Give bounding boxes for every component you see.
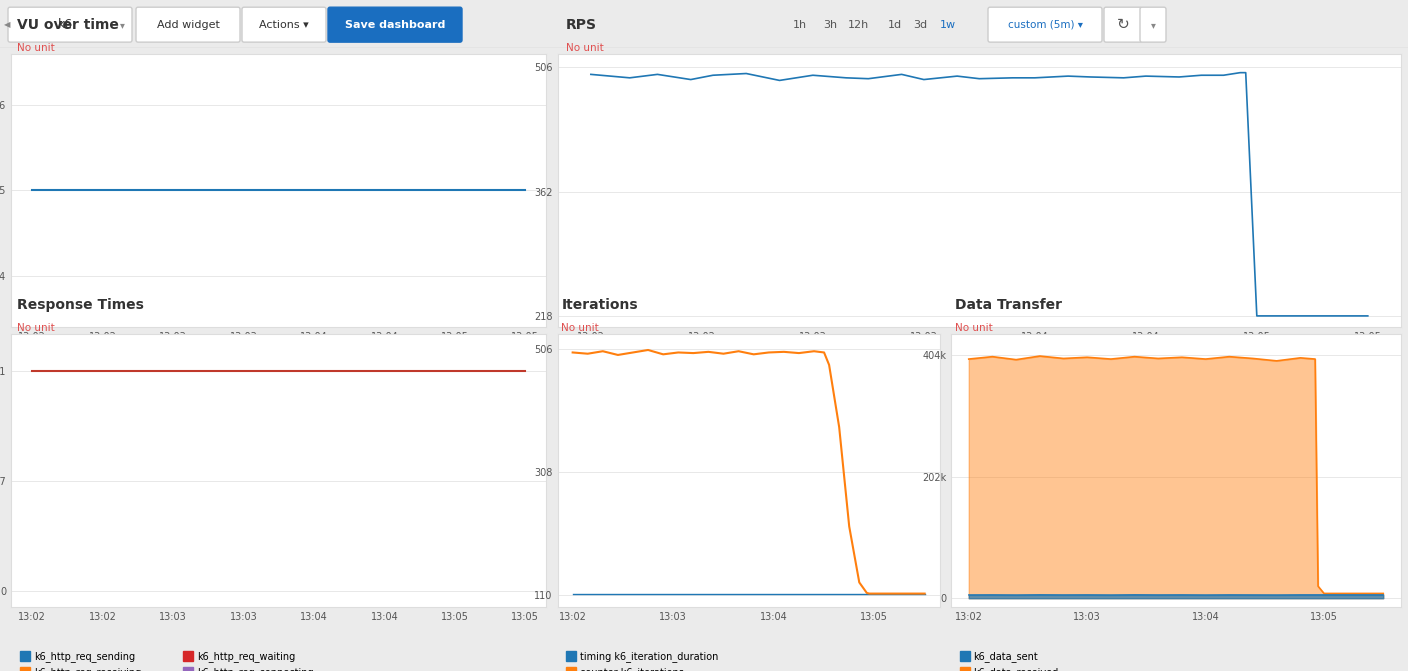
FancyBboxPatch shape [328, 7, 462, 42]
Text: No unit: No unit [956, 323, 993, 333]
Text: k6: k6 [58, 18, 73, 31]
Text: No unit: No unit [17, 43, 55, 53]
Text: Add widget: Add widget [156, 19, 220, 30]
Text: No unit: No unit [566, 43, 604, 53]
Text: ◀: ◀ [4, 20, 10, 29]
Text: 1d: 1d [888, 19, 903, 30]
Legend: timing k6_iteration_duration, counter k6_iterations: timing k6_iteration_duration, counter k6… [562, 648, 722, 671]
FancyBboxPatch shape [1104, 7, 1142, 42]
Legend: k6_http_reqs: k6_http_reqs [563, 368, 658, 387]
Text: 3d: 3d [912, 19, 926, 30]
FancyBboxPatch shape [8, 7, 132, 42]
Text: Data Transfer: Data Transfer [956, 299, 1063, 312]
Text: custom (5m) ▾: custom (5m) ▾ [1008, 19, 1083, 30]
FancyBboxPatch shape [1140, 7, 1166, 42]
Text: 12h: 12h [848, 19, 869, 30]
Text: ▾: ▾ [1150, 19, 1156, 30]
FancyBboxPatch shape [242, 7, 327, 42]
Text: ▾: ▾ [120, 19, 124, 30]
Text: No unit: No unit [17, 323, 55, 333]
Text: RPS: RPS [566, 18, 597, 32]
Text: Iterations: Iterations [562, 299, 638, 312]
Text: Response Times: Response Times [17, 299, 144, 312]
Text: No unit: No unit [562, 323, 600, 333]
Text: Actions ▾: Actions ▾ [259, 19, 308, 30]
Legend: k6_http_req_sending, k6_http_req_receiving, k6_http_req_tls_handshaking, k6_http: k6_http_req_sending, k6_http_req_receivi… [15, 648, 317, 671]
Text: ↻: ↻ [1117, 17, 1129, 32]
Text: 3h: 3h [822, 19, 838, 30]
Legend: k6_vus: k6_vus [17, 368, 80, 387]
Text: 1w: 1w [941, 19, 956, 30]
Text: VU over time: VU over time [17, 18, 118, 32]
Text: Save dashboard: Save dashboard [345, 19, 445, 30]
FancyBboxPatch shape [137, 7, 239, 42]
Legend: k6_data_sent, k6_data_received: k6_data_sent, k6_data_received [956, 648, 1063, 671]
Text: 1h: 1h [793, 19, 807, 30]
FancyBboxPatch shape [988, 7, 1102, 42]
